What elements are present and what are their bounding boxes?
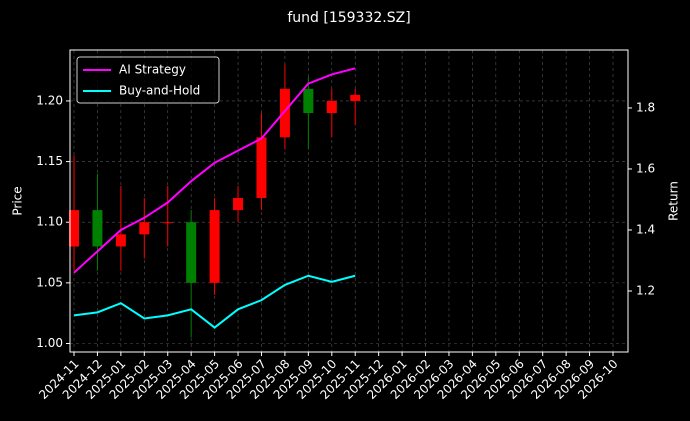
y-tick-label: 1.20 xyxy=(36,93,63,107)
y2-axis-label: Return xyxy=(667,181,681,221)
candle-body xyxy=(115,234,126,247)
candle-body xyxy=(350,94,361,101)
y-tick-label: 1.10 xyxy=(36,215,63,229)
legend-label: Buy-and-Hold xyxy=(119,84,200,98)
chart-title: fund [159332.SZ] xyxy=(287,10,410,26)
y2-tick-label: 1.2 xyxy=(636,283,655,297)
y2-tick-label: 1.4 xyxy=(636,222,655,236)
y-tick-label: 1.15 xyxy=(36,154,63,168)
candle-body xyxy=(139,222,150,235)
candle-body xyxy=(92,210,103,247)
y-axis-label: Price xyxy=(11,186,25,215)
y2-tick-label: 1.8 xyxy=(636,100,655,114)
legend-label: AI Strategy xyxy=(119,63,186,77)
y2-tick-label: 1.6 xyxy=(636,161,655,175)
candle-body xyxy=(186,222,197,283)
candle-body xyxy=(69,210,79,247)
candle-body xyxy=(326,100,337,114)
line-series xyxy=(73,67,356,274)
legend-box xyxy=(76,56,220,104)
y-tick-label: 1.00 xyxy=(36,336,63,350)
y-tick-label: 1.05 xyxy=(36,275,63,289)
candle-body xyxy=(279,88,290,138)
candle-body xyxy=(256,137,267,198)
candle-body xyxy=(233,197,244,211)
line-series xyxy=(73,274,356,329)
candle-body xyxy=(162,222,173,224)
candle-body xyxy=(303,88,314,114)
candle-body xyxy=(209,210,220,283)
plot-frame xyxy=(69,49,629,353)
